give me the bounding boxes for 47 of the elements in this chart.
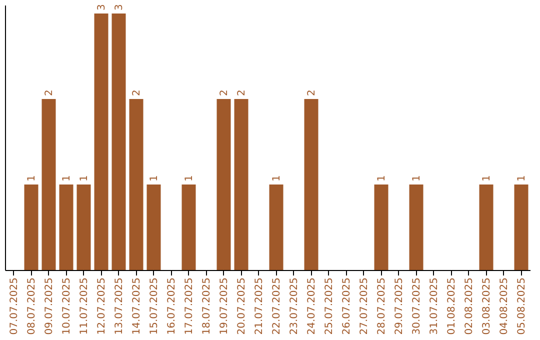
data-label: 1 bbox=[516, 175, 528, 182]
x-tick-label: 28.07.2025 bbox=[376, 278, 388, 335]
data-label: 2 bbox=[236, 90, 248, 96]
x-tick-label: 30.07.2025 bbox=[411, 278, 422, 335]
x-tick-label: 19.07.2025 bbox=[218, 278, 230, 335]
x-tick-label: 23.07.2025 bbox=[288, 278, 300, 335]
data-label: 1 bbox=[26, 175, 38, 182]
data-label: 2 bbox=[218, 90, 230, 96]
data-label: 3 bbox=[114, 4, 125, 11]
x-tick-label: 21.07.2025 bbox=[254, 278, 265, 335]
x-tick-label: 29.07.2025 bbox=[394, 278, 405, 335]
x-tick-label: 24.07.2025 bbox=[306, 278, 318, 335]
data-label: 1 bbox=[184, 175, 195, 182]
x-tick-label: 09.07.2025 bbox=[44, 278, 55, 335]
x-tick-label: 11.07.2025 bbox=[78, 278, 90, 335]
data-label: 1 bbox=[61, 175, 72, 182]
x-tick-label: 17.07.2025 bbox=[184, 278, 195, 335]
x-tick-label: 25.07.2025 bbox=[324, 278, 335, 335]
x-tick-label: 14.07.2025 bbox=[131, 278, 142, 335]
x-tick-label: 01.08.2025 bbox=[446, 278, 458, 335]
data-label: 1 bbox=[271, 175, 282, 182]
x-tick-label: 22.07.2025 bbox=[271, 278, 282, 335]
x-tick-label: 03.08.2025 bbox=[481, 278, 492, 335]
x-tick-label: 18.07.2025 bbox=[201, 278, 212, 335]
data-label: 1 bbox=[78, 175, 90, 182]
x-tick-label: 02.08.2025 bbox=[464, 278, 475, 335]
x-tick-label: 12.07.2025 bbox=[96, 278, 108, 335]
data-label: 2 bbox=[44, 90, 55, 96]
data-label: 3 bbox=[96, 4, 108, 11]
x-tick-label: 27.07.2025 bbox=[358, 278, 370, 335]
data-label: 2 bbox=[131, 90, 142, 96]
x-tick-label: 10.07.2025 bbox=[61, 278, 72, 335]
x-tick-label: 07.07.2025 bbox=[8, 278, 20, 335]
x-tick-label: 20.07.2025 bbox=[236, 278, 248, 335]
x-tick-label: 13.07.2025 bbox=[114, 278, 125, 335]
x-tick-label: 26.07.2025 bbox=[341, 278, 352, 335]
data-label: 1 bbox=[411, 175, 422, 182]
x-tick-label: 08.07.2025 bbox=[26, 278, 38, 335]
x-tick-label: 16.07.2025 bbox=[166, 278, 178, 335]
x-tick-label: 31.07.2025 bbox=[428, 278, 440, 335]
data-label: 1 bbox=[481, 175, 492, 182]
x-tick-label: 15.07.2025 bbox=[148, 278, 160, 335]
data-label: 1 bbox=[148, 175, 160, 182]
x-tick-label: 05.08.2025 bbox=[516, 278, 528, 335]
data-label: 1 bbox=[376, 175, 388, 182]
x-tick-label: 04.08.2025 bbox=[498, 278, 510, 335]
data-label: 2 bbox=[306, 90, 318, 96]
